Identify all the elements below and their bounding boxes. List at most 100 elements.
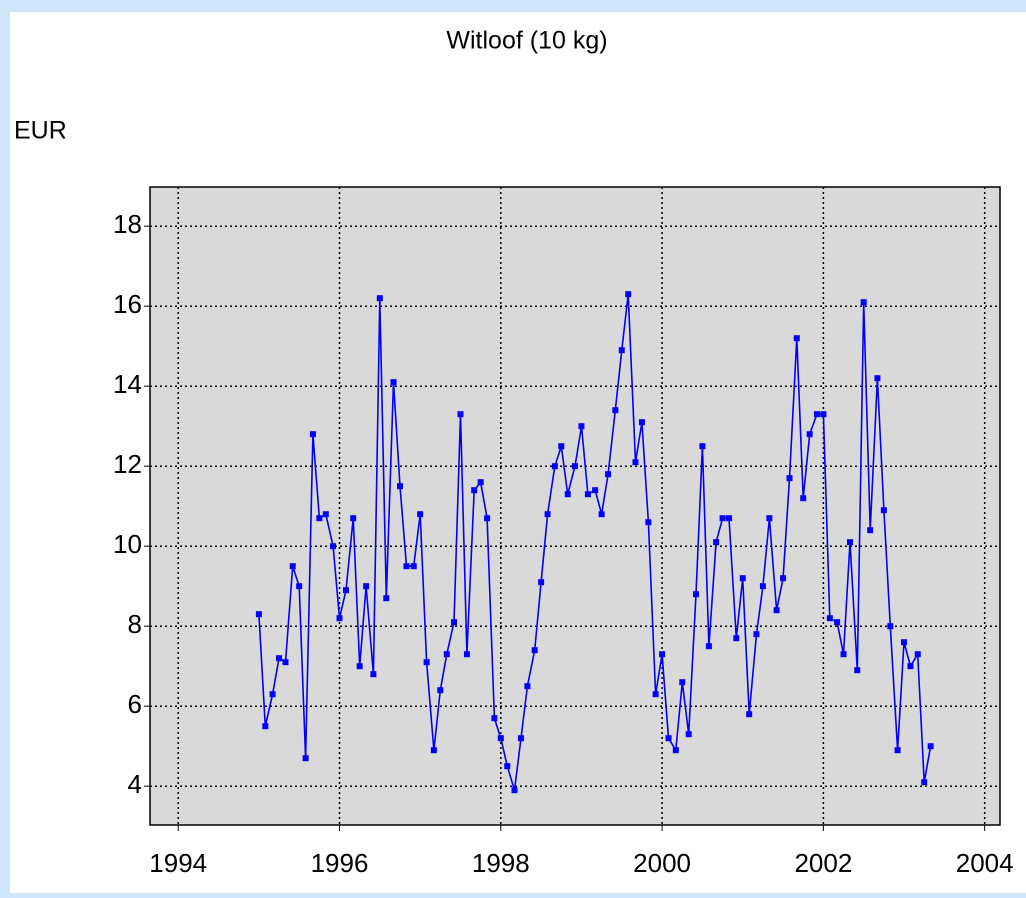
point-marker xyxy=(282,659,289,666)
point-marker xyxy=(901,639,908,646)
point-marker xyxy=(867,527,874,534)
point-marker xyxy=(726,515,733,522)
point-marker xyxy=(316,515,323,522)
point-marker xyxy=(524,683,531,690)
point-marker xyxy=(491,715,498,722)
point-marker xyxy=(685,731,692,738)
point-marker xyxy=(699,443,706,450)
point-marker xyxy=(330,543,337,550)
y-tick-label: 16 xyxy=(113,289,142,319)
point-marker xyxy=(605,471,612,478)
point-marker xyxy=(430,747,437,754)
point-marker xyxy=(679,679,686,686)
point-marker xyxy=(342,587,349,594)
point-marker xyxy=(309,431,316,438)
point-marker xyxy=(659,651,666,658)
point-marker xyxy=(255,611,262,618)
y-tick-label: 6 xyxy=(128,689,142,719)
x-tick-label: 1998 xyxy=(472,848,530,878)
point-marker xyxy=(443,651,450,658)
point-marker xyxy=(363,583,370,590)
point-marker xyxy=(397,483,403,490)
point-marker xyxy=(719,515,726,522)
point-marker xyxy=(612,407,619,414)
point-marker xyxy=(463,651,470,658)
y-tick-label: 14 xyxy=(113,369,142,399)
point-marker xyxy=(672,747,679,754)
point-marker xyxy=(544,511,551,518)
point-marker xyxy=(907,663,914,670)
point-marker xyxy=(322,511,329,518)
point-marker xyxy=(262,723,269,730)
point-marker xyxy=(497,735,504,742)
point-marker xyxy=(753,631,760,638)
point-marker xyxy=(584,491,591,498)
y-tick-label: 8 xyxy=(128,609,142,639)
point-marker xyxy=(356,663,363,670)
y-tick-label: 10 xyxy=(113,529,142,559)
point-marker xyxy=(638,419,645,426)
point-marker xyxy=(578,423,585,430)
y-tick-label: 18 xyxy=(113,209,142,239)
point-marker xyxy=(383,595,390,602)
point-marker xyxy=(457,411,464,418)
point-marker xyxy=(713,539,720,546)
point-marker xyxy=(692,591,699,598)
point-marker xyxy=(834,619,841,626)
point-marker xyxy=(484,515,491,522)
point-marker xyxy=(504,763,511,770)
point-marker xyxy=(269,691,276,698)
point-marker xyxy=(350,515,357,522)
point-marker xyxy=(511,787,518,794)
point-marker xyxy=(780,575,787,582)
y-axis-label: EUR xyxy=(14,117,67,145)
point-marker xyxy=(451,619,458,626)
point-marker xyxy=(739,575,746,582)
point-marker xyxy=(632,459,639,466)
point-marker xyxy=(733,635,740,642)
point-marker xyxy=(759,583,766,590)
point-marker xyxy=(572,463,578,470)
point-marker xyxy=(437,687,444,694)
y-tick-label: 12 xyxy=(113,449,142,479)
x-tick-label: 2004 xyxy=(956,848,1014,878)
point-marker xyxy=(410,563,417,570)
x-tick-label: 1996 xyxy=(311,848,369,878)
point-marker xyxy=(773,607,780,614)
point-marker xyxy=(820,411,827,418)
point-marker xyxy=(854,667,861,674)
point-marker xyxy=(927,743,934,750)
point-marker xyxy=(625,291,632,298)
point-marker xyxy=(645,519,652,526)
point-marker xyxy=(517,735,524,742)
plot-frame xyxy=(149,186,1001,826)
point-marker xyxy=(618,347,625,354)
point-marker xyxy=(786,475,793,482)
point-marker xyxy=(390,379,397,386)
point-marker xyxy=(296,583,303,590)
point-marker xyxy=(766,515,773,522)
point-marker xyxy=(403,563,410,570)
point-marker xyxy=(705,643,712,650)
point-marker xyxy=(376,295,383,302)
point-marker xyxy=(302,755,309,762)
point-marker xyxy=(592,487,599,494)
point-marker xyxy=(826,615,833,622)
point-marker xyxy=(665,735,672,742)
point-marker xyxy=(652,691,659,698)
point-marker xyxy=(847,539,853,546)
point-marker xyxy=(276,655,283,662)
point-marker xyxy=(921,779,928,786)
point-marker xyxy=(880,507,887,514)
point-marker xyxy=(887,623,894,630)
point-marker xyxy=(564,491,571,498)
x-tick-label: 1994 xyxy=(149,848,207,878)
point-marker xyxy=(793,335,800,342)
point-marker xyxy=(894,747,901,754)
point-marker xyxy=(477,479,484,486)
y-tick-label: 4 xyxy=(128,769,142,799)
point-marker xyxy=(423,659,430,666)
point-marker xyxy=(598,511,605,518)
